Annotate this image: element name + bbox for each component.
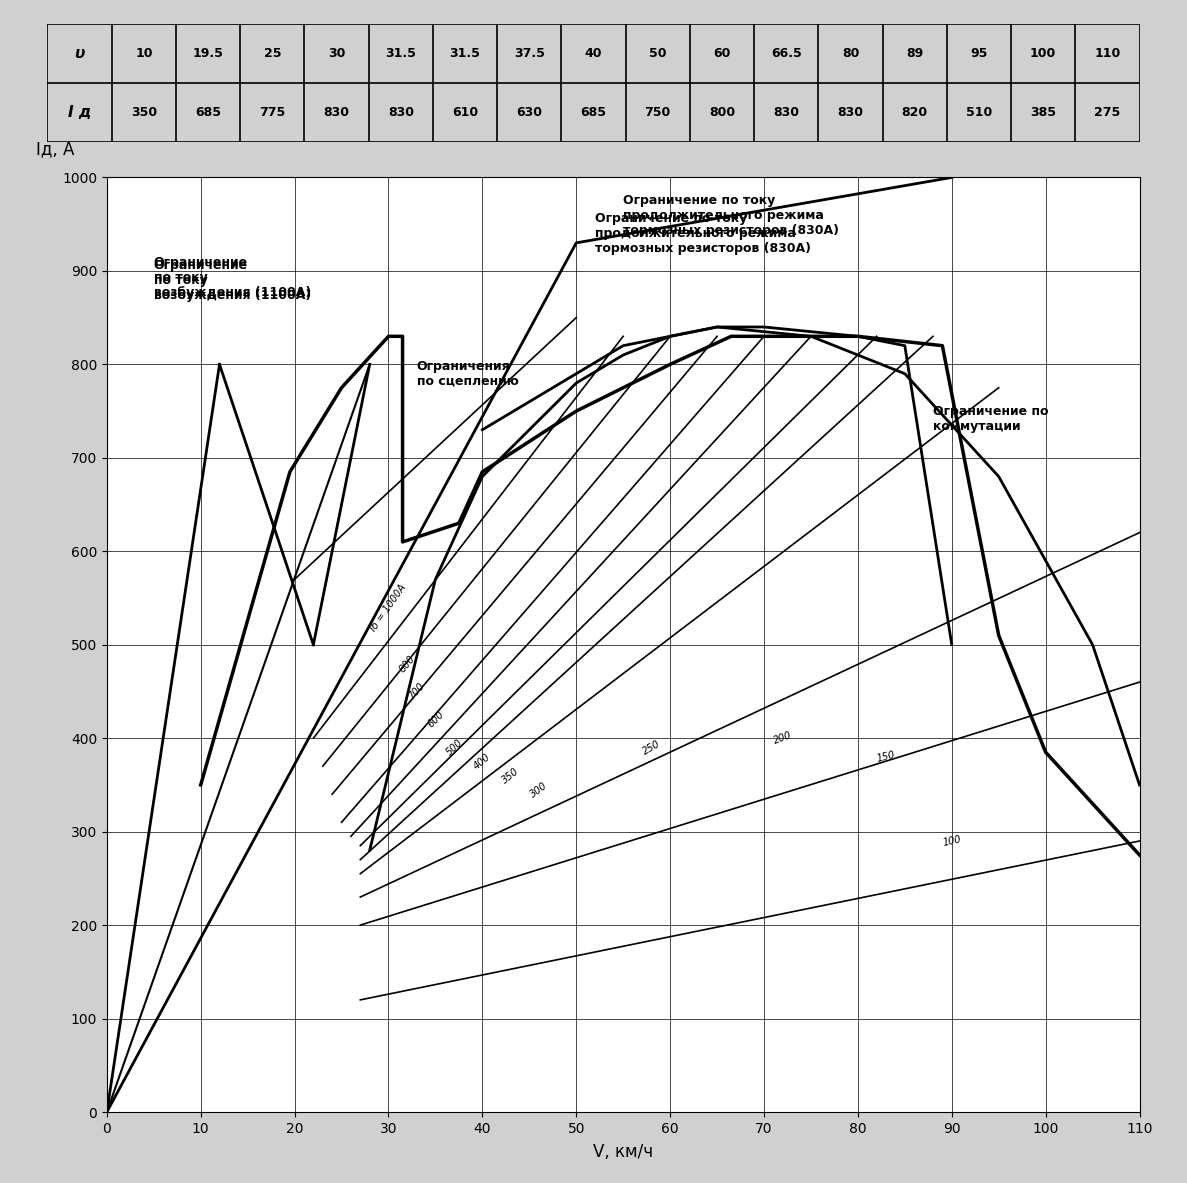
Text: 30: 30	[328, 47, 345, 59]
Text: 200: 200	[773, 730, 793, 746]
Text: 750: 750	[645, 106, 671, 118]
Text: 80: 80	[842, 47, 859, 59]
Text: 60: 60	[713, 47, 731, 59]
Text: Ограничение
по току
возбуждения (1100А): Ограничение по току возбуждения (1100А)	[154, 256, 311, 299]
Text: 685: 685	[580, 106, 607, 118]
Text: 110: 110	[1094, 47, 1121, 59]
Text: 66.5: 66.5	[770, 47, 801, 59]
Text: 610: 610	[452, 106, 478, 118]
Text: 800: 800	[709, 106, 735, 118]
Text: Ограничение
по току
возбуждения (1100А): Ограничение по току возбуждения (1100А)	[154, 259, 311, 302]
Text: 31.5: 31.5	[450, 47, 481, 59]
Text: 775: 775	[259, 106, 285, 118]
Text: Ограничение по
коммутации: Ограничение по коммутации	[933, 405, 1048, 433]
Text: 830: 830	[838, 106, 863, 118]
Text: 100: 100	[1030, 47, 1056, 59]
Text: υ: υ	[75, 46, 84, 60]
X-axis label: V, км/ч: V, км/ч	[594, 1143, 653, 1161]
Text: 830: 830	[388, 106, 414, 118]
Text: I д: I д	[68, 105, 91, 119]
Text: 700: 700	[407, 681, 426, 702]
Text: 95: 95	[970, 47, 988, 59]
Text: 300: 300	[528, 780, 550, 800]
Text: 600: 600	[425, 710, 445, 730]
Text: Ограничение по току
продолжительного режима
тормозных резисторов (830А): Ограничение по току продолжительного реж…	[623, 194, 839, 237]
Text: 350: 350	[131, 106, 157, 118]
Text: 385: 385	[1030, 106, 1056, 118]
Text: 25: 25	[264, 47, 281, 59]
Text: 820: 820	[902, 106, 928, 118]
Text: 19.5: 19.5	[192, 47, 223, 59]
Text: 400: 400	[472, 751, 493, 771]
Text: 800: 800	[398, 653, 417, 674]
Text: 830: 830	[773, 106, 799, 118]
Text: 630: 630	[516, 106, 542, 118]
Text: 830: 830	[324, 106, 349, 118]
Text: 37.5: 37.5	[514, 47, 545, 59]
Text: 89: 89	[906, 47, 923, 59]
Text: Ограничения
по сцеплению: Ограничения по сцеплению	[417, 360, 519, 388]
Text: 31.5: 31.5	[386, 47, 417, 59]
Y-axis label: Iд, A: Iд, A	[36, 141, 75, 159]
Text: 150: 150	[876, 750, 896, 764]
Text: 685: 685	[195, 106, 221, 118]
Text: 275: 275	[1094, 106, 1121, 118]
Text: 350: 350	[500, 765, 521, 786]
Text: 250: 250	[641, 738, 662, 757]
Text: 510: 510	[966, 106, 992, 118]
Text: Iб = 1000А: Iб = 1000А	[369, 582, 408, 633]
Text: 40: 40	[585, 47, 602, 59]
Text: 50: 50	[649, 47, 666, 59]
Text: 10: 10	[135, 47, 153, 59]
Text: 100: 100	[941, 834, 961, 848]
Text: 500: 500	[444, 737, 464, 757]
Text: Ограничение по току
продолжительного режима
тормозных резисторов (830А): Ограничение по току продолжительного реж…	[595, 212, 811, 256]
